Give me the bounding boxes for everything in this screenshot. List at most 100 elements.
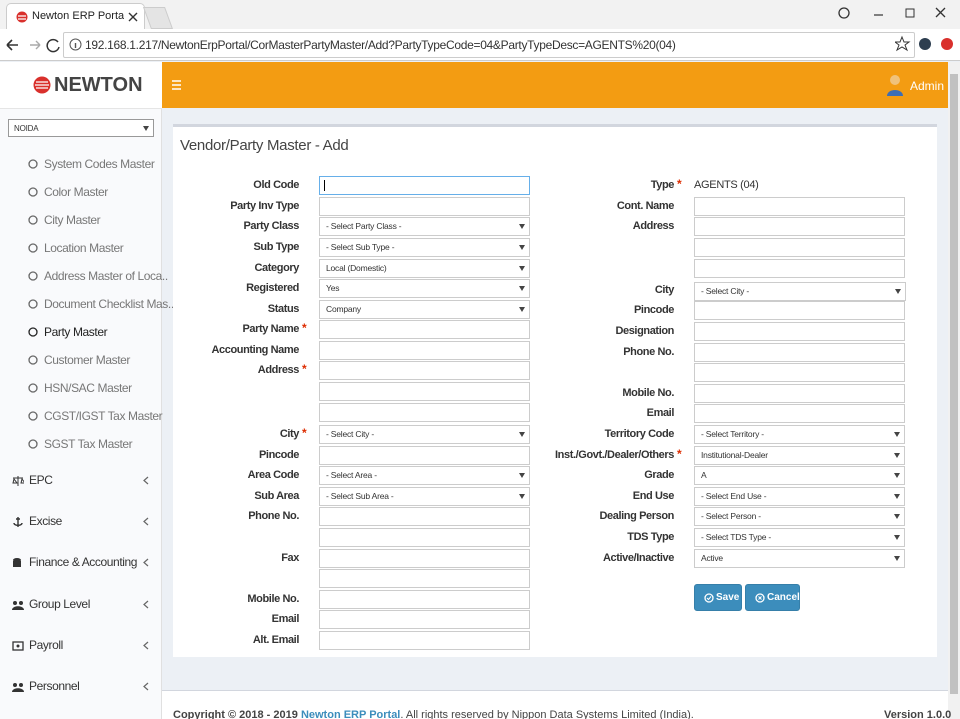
user-name[interactable]: Admin bbox=[910, 79, 945, 93]
group-chevron[interactable] bbox=[143, 517, 149, 526]
menu-group[interactable]: Payroll bbox=[29, 638, 63, 652]
menu-item[interactable]: HSN/SAC Master bbox=[44, 381, 132, 395]
menu-group[interactable]: Finance & Accounting bbox=[29, 555, 138, 569]
menu-item[interactable]: SGST Tax Master bbox=[44, 437, 133, 451]
field-label: End Use bbox=[632, 490, 675, 502]
text-input[interactable] bbox=[319, 341, 530, 360]
group-chevron[interactable] bbox=[143, 600, 149, 609]
group-chevron[interactable] bbox=[143, 682, 149, 691]
text-input[interactable] bbox=[319, 549, 530, 568]
select-input[interactable]: - Select Territory - bbox=[694, 425, 905, 444]
text-input[interactable] bbox=[319, 590, 530, 609]
footer-link[interactable]: Newton ERP Portal bbox=[300, 709, 401, 719]
text-input[interactable] bbox=[694, 404, 905, 423]
omnibox[interactable]: 192.168.1.217/NewtonErpPortal/CorMasterP… bbox=[63, 32, 915, 58]
field-label: Address bbox=[632, 220, 675, 232]
text-input[interactable] bbox=[319, 446, 530, 465]
text-input[interactable] bbox=[319, 528, 530, 547]
logo-text: NEWTON bbox=[54, 74, 143, 96]
info-icon bbox=[69, 38, 82, 51]
text-input[interactable] bbox=[694, 197, 905, 216]
text-input[interactable] bbox=[694, 238, 905, 257]
menu-item[interactable]: Customer Master bbox=[44, 353, 131, 367]
select-input[interactable]: - Select Area - bbox=[319, 466, 530, 485]
group-icon bbox=[13, 558, 21, 567]
select-input[interactable]: - Select TDS Type - bbox=[694, 528, 905, 547]
select-input[interactable]: - Select Party Class - bbox=[319, 217, 530, 236]
menu-item[interactable]: Location Master bbox=[44, 241, 124, 255]
scrollbar[interactable] bbox=[948, 62, 960, 719]
text-input[interactable] bbox=[694, 363, 905, 382]
text-input[interactable] bbox=[319, 631, 530, 650]
button-cancel[interactable]: Cancel bbox=[745, 584, 800, 611]
select-input[interactable]: - Select City - bbox=[694, 282, 906, 301]
group-chevron[interactable] bbox=[143, 558, 149, 567]
text-input[interactable] bbox=[319, 569, 530, 588]
field-label: Email bbox=[271, 613, 300, 625]
select-input[interactable]: - Select End Use - bbox=[694, 487, 905, 506]
text-input[interactable] bbox=[319, 176, 530, 195]
menu-item[interactable]: City Master bbox=[44, 213, 101, 227]
select-input[interactable]: Yes bbox=[319, 279, 530, 298]
location-value: NOIDA bbox=[14, 124, 39, 133]
copyright-text: Copyright © 2018 - 2019 bbox=[173, 709, 301, 719]
text-input[interactable] bbox=[694, 217, 905, 236]
menu-item[interactable]: Party Master bbox=[44, 325, 108, 339]
text-input[interactable] bbox=[319, 507, 530, 526]
select-input[interactable]: Company bbox=[319, 300, 530, 319]
group-chevron[interactable] bbox=[143, 641, 149, 650]
extensions[interactable] bbox=[895, 35, 957, 53]
select-value: Company bbox=[326, 304, 361, 314]
button-save[interactable]: Save bbox=[694, 584, 742, 611]
text-input[interactable] bbox=[319, 382, 530, 401]
text-input[interactable] bbox=[694, 343, 905, 362]
select-value: Local (Domestic) bbox=[326, 263, 387, 273]
select-input[interactable]: Active bbox=[694, 549, 905, 568]
select-input[interactable]: - Select Sub Area - bbox=[319, 487, 530, 506]
menu-item[interactable]: Color Master bbox=[44, 185, 108, 199]
menu-group[interactable]: Personnel bbox=[29, 679, 80, 693]
text-input[interactable] bbox=[319, 197, 530, 216]
menu-group[interactable]: Excise bbox=[29, 514, 62, 528]
menu-group[interactable]: Group Level bbox=[29, 597, 90, 611]
select-input[interactable]: - Select Sub Type - bbox=[319, 238, 530, 257]
menu-item[interactable]: CGST/IGST Tax Master bbox=[44, 409, 163, 423]
select-value: - Select Sub Type - bbox=[326, 242, 395, 252]
field-label: Phone No. bbox=[623, 346, 674, 358]
menu-item[interactable]: System Codes Master bbox=[44, 157, 155, 171]
menu-item[interactable]: Document Checklist Mas.. bbox=[44, 297, 174, 311]
text-input[interactable] bbox=[694, 259, 905, 278]
nav-buttons[interactable] bbox=[5, 37, 60, 53]
button-label: Save bbox=[716, 592, 740, 603]
text-input[interactable] bbox=[694, 384, 905, 403]
field-label: Address bbox=[257, 364, 300, 376]
button-label: Cancel bbox=[767, 592, 800, 603]
group-icon bbox=[12, 641, 24, 651]
footer: Copyright © 2018 - 2019 Newton ERP Porta… bbox=[162, 690, 951, 719]
menu-toggle[interactable] bbox=[172, 80, 182, 90]
text-input[interactable] bbox=[694, 301, 905, 320]
window-controls[interactable] bbox=[835, 5, 955, 23]
field-label: Active/Inactive bbox=[602, 552, 674, 564]
tab-close[interactable] bbox=[128, 12, 138, 22]
url: 192.168.1.217/NewtonErpPortal/CorMasterP… bbox=[85, 38, 676, 52]
select-input[interactable]: Local (Domestic) bbox=[319, 259, 530, 278]
text-input[interactable] bbox=[319, 320, 530, 339]
text-input[interactable] bbox=[319, 361, 530, 380]
location-select[interactable]: NOIDA bbox=[8, 119, 154, 137]
user-avatar[interactable] bbox=[887, 74, 903, 96]
select-input[interactable]: - Select City - bbox=[319, 425, 530, 444]
tab[interactable]: Newton ERP Portal | Vend bbox=[6, 3, 145, 30]
logo-area: NEWTON bbox=[0, 62, 162, 109]
select-input[interactable]: A bbox=[694, 466, 905, 485]
select-input[interactable]: - Select Person - bbox=[694, 507, 905, 526]
field-label: Status bbox=[267, 303, 300, 315]
select-arrow bbox=[894, 453, 900, 458]
select-input[interactable]: Institutional-Dealer bbox=[694, 446, 905, 465]
menu-item[interactable]: Address Master of Loca.. bbox=[44, 269, 168, 283]
text-input[interactable] bbox=[319, 403, 530, 422]
text-input[interactable] bbox=[319, 610, 530, 629]
group-chevron[interactable] bbox=[143, 476, 149, 485]
text-input[interactable] bbox=[694, 322, 905, 341]
menu-group[interactable]: EPC bbox=[29, 473, 53, 487]
